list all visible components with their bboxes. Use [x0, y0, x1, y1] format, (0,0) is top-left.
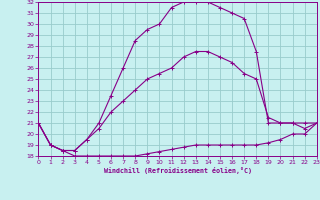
X-axis label: Windchill (Refroidissement éolien,°C): Windchill (Refroidissement éolien,°C) — [104, 167, 252, 174]
